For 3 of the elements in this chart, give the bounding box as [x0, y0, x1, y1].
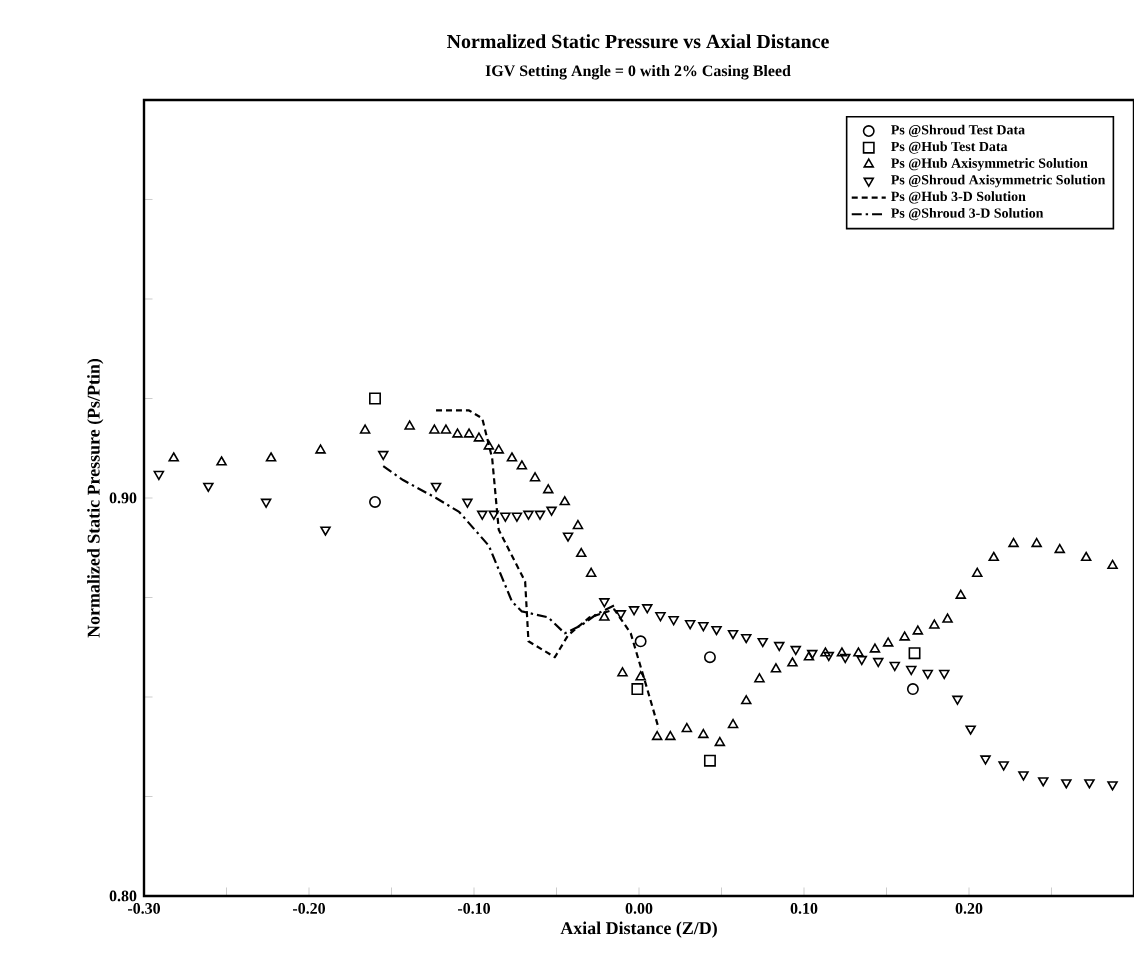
chart-title: Normalized Static Pressure vs Axial Distance: [447, 34, 829, 49]
y-axis-title: Normalized Static Pressure (Ps/Ptin): [87, 358, 104, 638]
x-axis-title: Axial Distance (Z/D): [560, 921, 717, 938]
